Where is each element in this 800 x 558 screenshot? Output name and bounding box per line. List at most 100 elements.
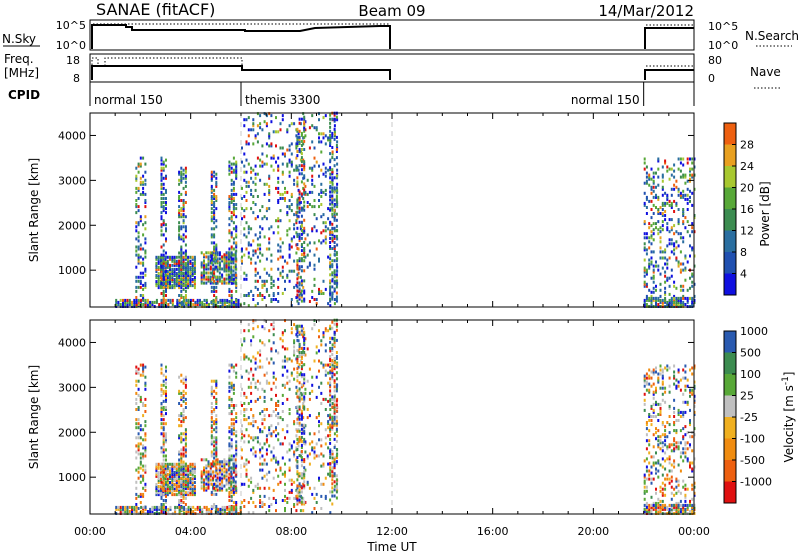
- range-cell: [282, 428, 284, 431]
- range-cell: [657, 439, 659, 442]
- range-cell: [185, 497, 187, 500]
- range-cell: [673, 210, 675, 213]
- range-cell: [331, 195, 333, 198]
- range-cell: [155, 463, 157, 466]
- range-cell: [248, 479, 250, 482]
- range-cell: [185, 384, 187, 387]
- range-cell: [660, 257, 662, 260]
- range-cell: [161, 246, 163, 249]
- range-cell: [655, 289, 657, 292]
- range-cell: [301, 456, 303, 459]
- range-cell: [264, 400, 266, 403]
- range-cell: [657, 498, 659, 501]
- range-cell: [646, 373, 648, 376]
- range-cell: [213, 483, 215, 486]
- range-cell: [142, 258, 144, 261]
- range-cell: [653, 265, 655, 268]
- range-cell: [138, 231, 140, 234]
- range-cell: [325, 221, 327, 224]
- range-cell: [299, 422, 301, 425]
- range-cell: [213, 221, 215, 224]
- range-cell: [662, 299, 664, 302]
- range-cell: [682, 158, 684, 161]
- range-cell: [648, 478, 650, 481]
- range-cell: [303, 430, 305, 433]
- range-cell: [243, 272, 245, 275]
- range-cell: [213, 396, 215, 399]
- range-cell: [304, 237, 306, 240]
- range-cell: [293, 227, 295, 230]
- range-cell: [138, 495, 140, 498]
- range-cell: [223, 475, 225, 478]
- range-cell: [142, 414, 144, 417]
- range-cell: [135, 280, 137, 283]
- range-cell: [248, 329, 250, 332]
- range-cell: [671, 168, 673, 171]
- range-cell: [655, 367, 657, 370]
- range-cell: [336, 460, 338, 463]
- range-cell: [259, 231, 261, 234]
- range-cell: [311, 167, 313, 170]
- range-cell: [135, 451, 137, 454]
- range-cell: [255, 233, 257, 236]
- range-cell: [296, 349, 298, 352]
- range-cell: [142, 303, 144, 306]
- range-cell: [228, 487, 230, 490]
- range-cell: [185, 448, 187, 451]
- range-cell: [178, 294, 180, 297]
- range-cell: [660, 246, 662, 249]
- range-cell: [233, 479, 235, 482]
- range-cell: [309, 167, 311, 170]
- range-cell: [331, 156, 333, 159]
- range-cell: [161, 418, 163, 421]
- range-cell: [316, 376, 318, 379]
- range-cell: [301, 490, 303, 493]
- nave-curve-a: [92, 58, 242, 79]
- range-cell: [689, 255, 691, 258]
- range-cell: [334, 485, 336, 488]
- range-cell: [115, 299, 117, 302]
- range-cell: [273, 292, 275, 295]
- range-cell: [282, 147, 284, 150]
- range-cell: [161, 368, 163, 371]
- range-cell: [273, 321, 275, 324]
- range-cell: [303, 188, 305, 191]
- range-cell: [666, 421, 668, 424]
- range-cell: [233, 506, 235, 509]
- range-cell: [165, 207, 167, 210]
- range-cell: [178, 282, 180, 285]
- range-cell: [282, 499, 284, 502]
- range-cell: [255, 173, 257, 176]
- range-cell: [163, 201, 165, 204]
- range-cell: [140, 436, 142, 439]
- range-cell: [651, 472, 653, 475]
- range-cell: [248, 256, 250, 259]
- range-cell: [329, 176, 331, 179]
- range-cell: [183, 299, 185, 302]
- range-cell: [675, 297, 677, 300]
- range-cell: [299, 482, 301, 485]
- range-cell: [252, 142, 254, 145]
- range-cell: [314, 254, 316, 257]
- range-cell: [156, 506, 158, 509]
- range-cell: [660, 283, 662, 286]
- range-cell: [138, 426, 140, 429]
- range-cell: [217, 301, 219, 304]
- range-cell: [223, 470, 225, 473]
- range-cell: [299, 363, 301, 366]
- range-cell: [277, 199, 279, 202]
- range-cell: [270, 347, 272, 350]
- range-cell: [255, 280, 257, 283]
- range-cell: [684, 182, 686, 185]
- range-cell: [291, 479, 293, 482]
- range-cell: [161, 163, 163, 166]
- range-cell: [259, 209, 261, 212]
- range-cell: [299, 373, 301, 376]
- range-cell: [241, 501, 243, 504]
- range-cell: [144, 179, 146, 182]
- range-cell: [309, 203, 311, 206]
- range-cell: [314, 432, 316, 435]
- range-cell: [187, 256, 189, 259]
- range-cell: [161, 432, 163, 435]
- range-cell: [243, 179, 245, 182]
